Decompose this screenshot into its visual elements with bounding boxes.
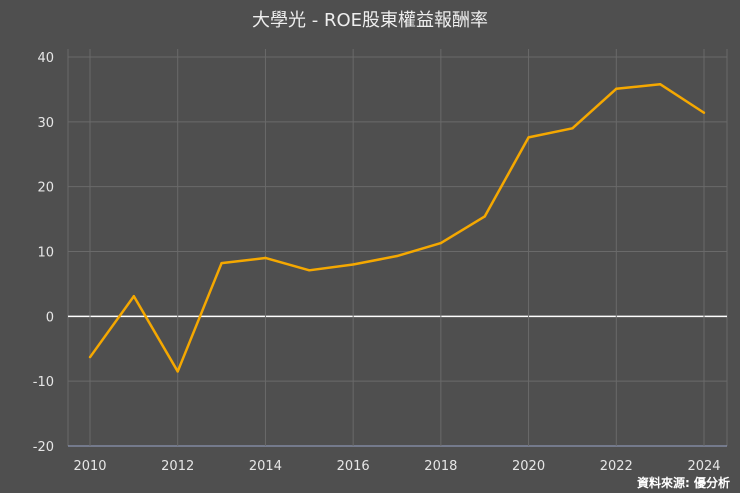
x-tick-label: 2024: [687, 459, 720, 474]
y-tick-label: 0: [46, 310, 54, 325]
data-point: [220, 261, 223, 265]
data-point: [483, 215, 486, 218]
data-point: [351, 263, 355, 266]
y-tick-label: -10: [33, 375, 54, 390]
data-point: [571, 127, 574, 130]
y-tick-label: 20: [37, 181, 54, 196]
data-point: [308, 269, 311, 272]
x-tick-label: 2012: [161, 459, 194, 474]
x-tick-label: 2010: [73, 459, 106, 474]
data-point: [658, 83, 662, 86]
data-point: [132, 295, 136, 298]
y-tick-label: -20: [33, 440, 54, 455]
series-line-roe: [88, 82, 705, 373]
y-tick-label: 30: [37, 116, 54, 131]
data-point: [527, 136, 530, 139]
x-tick-label: 2014: [249, 459, 282, 474]
data-point: [88, 355, 92, 359]
data-point: [702, 111, 706, 114]
x-tick-label: 2018: [424, 459, 457, 474]
x-tick-label: 2022: [600, 459, 633, 474]
data-point: [615, 87, 618, 90]
chart-title: 大學光 - ROE股東權益報酬率: [252, 10, 488, 31]
source-note: 資料來源: 優分析: [637, 476, 730, 490]
data-point: [439, 241, 443, 245]
y-tick-label: 10: [37, 246, 54, 261]
x-tick-label: 2020: [512, 459, 545, 474]
y-tick-label: 40: [37, 51, 54, 66]
data-point: [264, 256, 267, 260]
data-point: [176, 370, 179, 373]
data-point: [395, 254, 399, 258]
x-tick-label: 2016: [337, 459, 370, 474]
